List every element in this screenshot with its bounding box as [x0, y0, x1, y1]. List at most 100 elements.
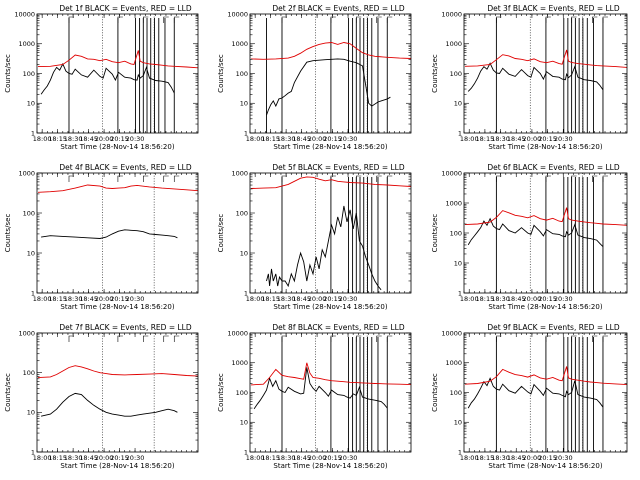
- x-axis-label: Start Time (28-Nov-14 18:56:20): [273, 462, 387, 470]
- flag-mark-1: [117, 16, 123, 23]
- series-events-line: [40, 62, 175, 95]
- x-tick-label: 20:15: [110, 295, 129, 303]
- y-tick-label: 100: [23, 209, 35, 217]
- panel-title: Det 9f BLACK = Events, RED = LLD: [487, 323, 620, 332]
- flag-mark-4: [602, 16, 608, 23]
- flag-mark-1: [117, 335, 123, 342]
- y-tick-label: 100: [236, 70, 248, 78]
- flag-mark-1: [330, 16, 336, 23]
- x-axis-label: Start Time (28-Nov-14 18:56:20): [488, 303, 602, 311]
- x-tick-label: 18:00: [33, 135, 52, 143]
- flag-mark-4: [386, 175, 393, 182]
- x-tick-label: 18:00: [246, 135, 265, 143]
- x-tick-label: 20:00: [523, 454, 542, 462]
- y-tick-label: 1000: [231, 359, 248, 367]
- x-tick-label: 18:00: [246, 295, 265, 303]
- x-tick-label: 20:15: [538, 295, 557, 303]
- y-tick-label: 100: [23, 369, 35, 377]
- flag-mark-3: [592, 335, 598, 342]
- y-axis-label: Counts/sec: [217, 373, 225, 412]
- x-tick-label: 18:45: [79, 295, 98, 303]
- panel-det-9: Det 9f BLACK = Events, RED = LLD 1 10 100 10…: [431, 323, 628, 470]
- y-tick-label: 1: [31, 289, 35, 297]
- y-tick-label: 1: [458, 129, 462, 137]
- x-tick-label: 18:15: [48, 454, 67, 462]
- x-tick-label: 18:30: [491, 454, 510, 462]
- y-tick-label: 1000: [231, 40, 248, 48]
- y-tick-label: 10: [27, 100, 35, 108]
- flag-mark-1: [545, 335, 551, 342]
- x-tick-label: 20:30: [554, 135, 573, 143]
- flag-mark-3: [376, 16, 382, 23]
- x-tick-label: 20:30: [126, 135, 145, 143]
- series-events-line: [266, 205, 382, 291]
- series-lld-line: [37, 50, 199, 69]
- y-tick-label: 10: [27, 249, 35, 257]
- x-tick-label: 20:15: [323, 295, 342, 303]
- panel-det-8: Det 8f BLACK = Events, RED = LLD 1 10 100 10…: [217, 323, 412, 470]
- x-tick-label: 18:30: [64, 454, 83, 462]
- y-tick-label: 10000: [227, 329, 248, 337]
- y-axis-label: Counts/sec: [4, 54, 12, 93]
- y-tick-label: 1000: [445, 359, 462, 367]
- panel-det-4: Det 4f BLACK = Events, RED = LLD 1 10 100 10…: [4, 163, 199, 311]
- y-tick-label: 10: [240, 100, 248, 108]
- x-tick-label: 20:00: [523, 295, 542, 303]
- y-tick-label: 100: [236, 209, 248, 217]
- flag-mark-3: [592, 16, 598, 23]
- x-axis-label: Start Time (28-Nov-14 18:56:20): [273, 143, 387, 151]
- y-tick-label: 100: [23, 70, 35, 78]
- x-axis-label: Start Time (28-Nov-14 18:56:20): [273, 303, 387, 311]
- x-tick-label: 20:30: [554, 454, 573, 462]
- flag-mark-0: [68, 335, 74, 342]
- panel-det-1: Det 1f BLACK = Events, RED = LLD 1 10 100 10…: [4, 4, 199, 151]
- flag-mark-2: [143, 335, 149, 342]
- x-tick-label: 20:00: [308, 454, 327, 462]
- x-tick-label: 18:30: [277, 295, 296, 303]
- y-tick-label: 10000: [441, 329, 462, 337]
- y-tick-label: 10000: [227, 10, 248, 18]
- x-tick-label: 20:30: [339, 454, 358, 462]
- flag-mark-4: [173, 175, 180, 182]
- series-events-line: [253, 367, 388, 410]
- x-axis-label: Start Time (28-Nov-14 18:56:20): [60, 303, 174, 311]
- flag-mark-4: [386, 16, 393, 23]
- panel-det-5: Det 5f BLACK = Events, RED = LLD 1 10 100 10…: [217, 163, 412, 311]
- flag-mark-0: [281, 16, 287, 23]
- y-axis-label: Counts/sec: [431, 214, 439, 253]
- x-tick-label: 20:00: [95, 135, 114, 143]
- x-tick-label: 20:15: [110, 454, 129, 462]
- x-tick-label: 18:30: [277, 454, 296, 462]
- flag-mark-2: [356, 175, 362, 182]
- x-tick-label: 18:15: [476, 135, 495, 143]
- flag-mark-3: [592, 175, 598, 182]
- x-tick-label: 20:15: [323, 135, 342, 143]
- flag-mark-2: [571, 175, 577, 182]
- y-tick-label: 100: [450, 389, 462, 397]
- x-tick-label: 18:45: [507, 295, 526, 303]
- y-tick-label: 10000: [441, 10, 462, 18]
- x-tick-label: 20:00: [308, 135, 327, 143]
- panel-det-7: Det 7f BLACK = Events, RED = LLD 1 10 100 10…: [4, 323, 199, 470]
- flag-mark-4: [602, 335, 608, 342]
- x-tick-label: 20:15: [538, 135, 557, 143]
- x-tick-label: 18:15: [476, 454, 495, 462]
- y-axis-label: Counts/sec: [4, 373, 12, 412]
- x-tick-label: 18:15: [48, 135, 67, 143]
- flag-mark-4: [386, 335, 393, 342]
- y-tick-label: 100: [450, 229, 462, 237]
- x-tick-label: 20:30: [339, 295, 358, 303]
- x-tick-label: 18:30: [491, 135, 510, 143]
- series-lld-line: [464, 49, 628, 68]
- flag-mark-0: [68, 16, 74, 23]
- x-tick-label: 18:00: [33, 454, 52, 462]
- panel-det-3: Det 3f BLACK = Events, RED = LLD 1 10 100 10…: [431, 4, 628, 151]
- panel-title: Det 3f BLACK = Events, RED = LLD: [487, 4, 620, 13]
- series-events-line: [266, 58, 391, 116]
- panel-det-2: Det 2f BLACK = Events, RED = LLD 1 10 100 10…: [217, 4, 412, 151]
- y-tick-label: 10000: [14, 10, 35, 18]
- flag-mark-0: [496, 175, 502, 182]
- y-tick-label: 100: [450, 70, 462, 78]
- series-lld-line: [464, 207, 628, 226]
- x-tick-label: 20:15: [538, 454, 557, 462]
